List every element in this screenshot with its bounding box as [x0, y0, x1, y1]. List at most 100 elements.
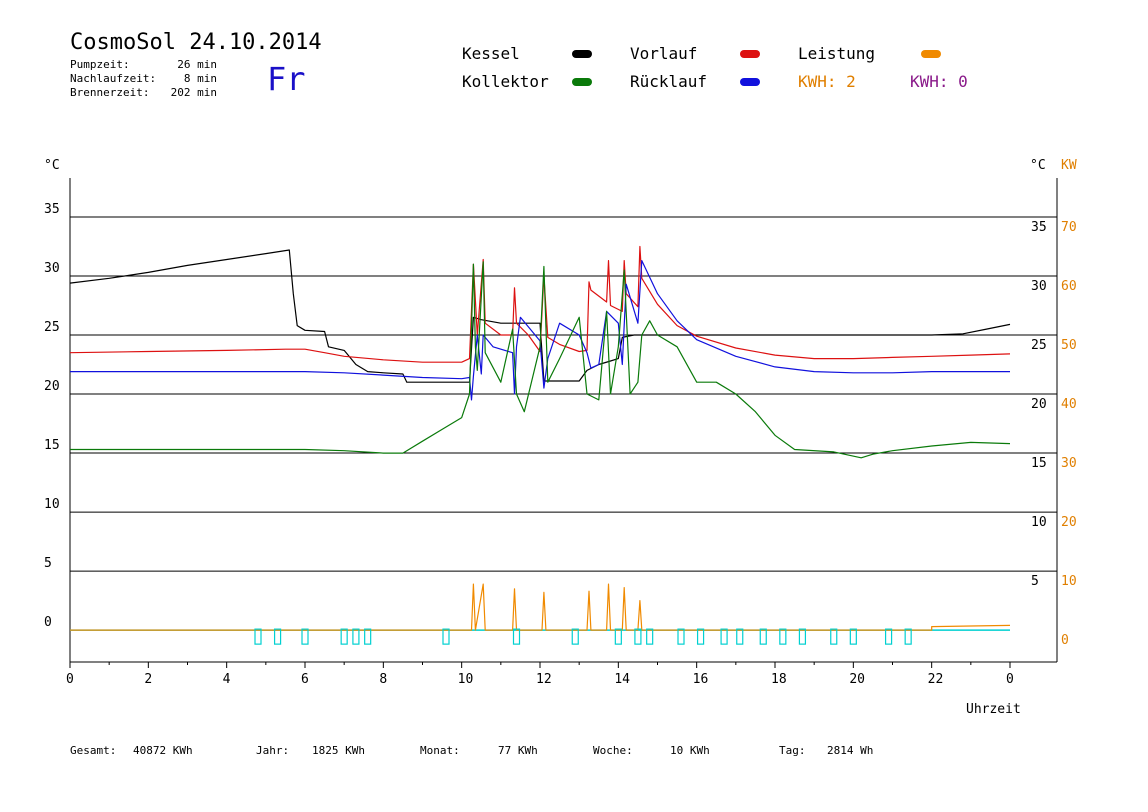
y-tick-kw: 60 [1061, 279, 1077, 294]
y-tick-left: 0 [44, 615, 52, 630]
legend-ruecklauf-label: Rücklauf [630, 72, 708, 91]
pump-marker [301, 628, 309, 645]
y-tick-left: 25 [44, 320, 60, 335]
legend-kollektor-swatch [572, 78, 592, 86]
x-axis-label: Uhrzeit [966, 702, 1021, 717]
footer-monat-value: 77 KWh [498, 744, 538, 757]
series-vorlauf [69, 245, 1011, 363]
y-unit-left: °C [44, 158, 60, 173]
legend-leistung-swatch [921, 50, 941, 58]
series-rcklauf [70, 260, 1010, 401]
pump-marker [646, 628, 654, 645]
x-tick-label: 2 [144, 672, 152, 687]
pump-marker [340, 628, 348, 645]
pump-marker [736, 628, 744, 645]
y-tick-kw: 20 [1061, 515, 1077, 530]
legend-kwh-orange: KWH: 2 [798, 72, 856, 91]
series-kollektor [70, 261, 1011, 459]
pump-marker [634, 628, 642, 645]
footer-jahr-label: Jahr: [256, 744, 290, 757]
y-tick-left: 10 [44, 497, 60, 512]
y-tick-right: 10 [1031, 515, 1047, 530]
y-tick-kw: 50 [1061, 338, 1077, 353]
pump-marker [512, 628, 521, 645]
series-lines [69, 245, 1011, 631]
nachlaufzeit-value: 8 min [183, 72, 217, 85]
y-tick-left: 15 [44, 438, 60, 453]
footer-monat-label: Monat: [420, 744, 460, 757]
x-tick-label: 6 [301, 672, 309, 687]
y-tick-right: 30 [1031, 279, 1047, 294]
footer-woche-label: Woche: [593, 744, 633, 757]
legend-kwh-purple: KWH: 0 [910, 72, 968, 91]
pump-marker [364, 628, 372, 645]
y-tick-right: 15 [1031, 456, 1047, 471]
pump-marker [884, 628, 893, 645]
x-tick-label: 22 [928, 672, 944, 687]
footer-tag-value: 2814 Wh [827, 744, 874, 757]
chart-title: CosmoSol 24.10.2014 [70, 30, 322, 55]
footer-woche-value: 10 KWh [670, 744, 710, 757]
series-kessel [69, 249, 1011, 383]
x-tick-label: 14 [614, 672, 630, 687]
pumpzeit-label: Pumpzeit: [70, 58, 130, 71]
pump-marker [273, 628, 282, 645]
y-tick-kw: 70 [1061, 220, 1077, 235]
y-unit-kw: KW [1061, 158, 1077, 173]
pump-marker [677, 628, 685, 645]
y-tick-left: 20 [44, 379, 60, 394]
pump-marker [830, 628, 838, 645]
pump-marker [571, 628, 579, 645]
legend-kessel-swatch [572, 50, 592, 58]
y-tick-left: 5 [44, 556, 52, 571]
nachlaufzeit-label: Nachlaufzeit: [70, 72, 157, 85]
y-tick-right: 25 [1031, 338, 1047, 353]
pump-marker [759, 628, 767, 645]
footer-gesamt-value: 40872 KWh [133, 744, 193, 757]
x-tick-label: 10 [458, 672, 474, 687]
y-tick-kw: 0 [1061, 633, 1069, 648]
legend-vorlauf-label: Vorlauf [630, 44, 698, 63]
axes [69, 178, 1058, 663]
pump-marker [779, 628, 787, 645]
y-tick-left: 30 [44, 261, 60, 276]
pump-marker [352, 628, 360, 645]
footer-gesamt-label: Gesamt: [70, 744, 117, 757]
pump-marker [696, 628, 705, 645]
pump-marker [254, 628, 262, 645]
pump-marker [849, 628, 857, 645]
pump-markers [254, 628, 912, 645]
grid-lines [70, 216, 1057, 572]
x-tick-label: 0 [1006, 672, 1014, 687]
y-tick-right: 35 [1031, 220, 1047, 235]
x-tick-label: 8 [379, 672, 387, 687]
brennerzeit-label: Brennerzeit: [70, 86, 150, 99]
weekday-label: Fr [267, 60, 306, 98]
footer-jahr-value: 1825 KWh [312, 744, 365, 757]
y-tick-left: 35 [44, 202, 60, 217]
pump-marker [720, 628, 728, 645]
pump-marker [614, 628, 622, 645]
y-tick-right: 5 [1031, 574, 1039, 589]
pump-marker [798, 628, 807, 645]
footer-tag-label: Tag: [779, 744, 806, 757]
x-tick-label: 16 [693, 672, 709, 687]
pumpzeit-value: 26 min [177, 58, 217, 71]
y-tick-kw: 10 [1061, 574, 1077, 589]
legend-leistung-label: Leistung [798, 44, 876, 63]
legend-kessel-label: Kessel [462, 44, 520, 63]
legend-vorlauf-swatch [740, 50, 760, 58]
x-tick-label: 0 [66, 672, 74, 687]
y-tick-right: 20 [1031, 397, 1047, 412]
x-tick-label: 12 [536, 672, 552, 687]
y-tick-kw: 30 [1061, 456, 1077, 471]
legend-kollektor-label: Kollektor [462, 72, 549, 91]
x-tick-label: 20 [849, 672, 865, 687]
tick-labels: 3530252015105035302520151057060504030201… [44, 202, 1077, 687]
x-tick-label: 4 [223, 672, 231, 687]
pump-marker [904, 628, 912, 645]
brennerzeit-value: 202 min [170, 86, 217, 99]
series-leistung [70, 583, 1011, 631]
pump-marker [442, 628, 450, 645]
